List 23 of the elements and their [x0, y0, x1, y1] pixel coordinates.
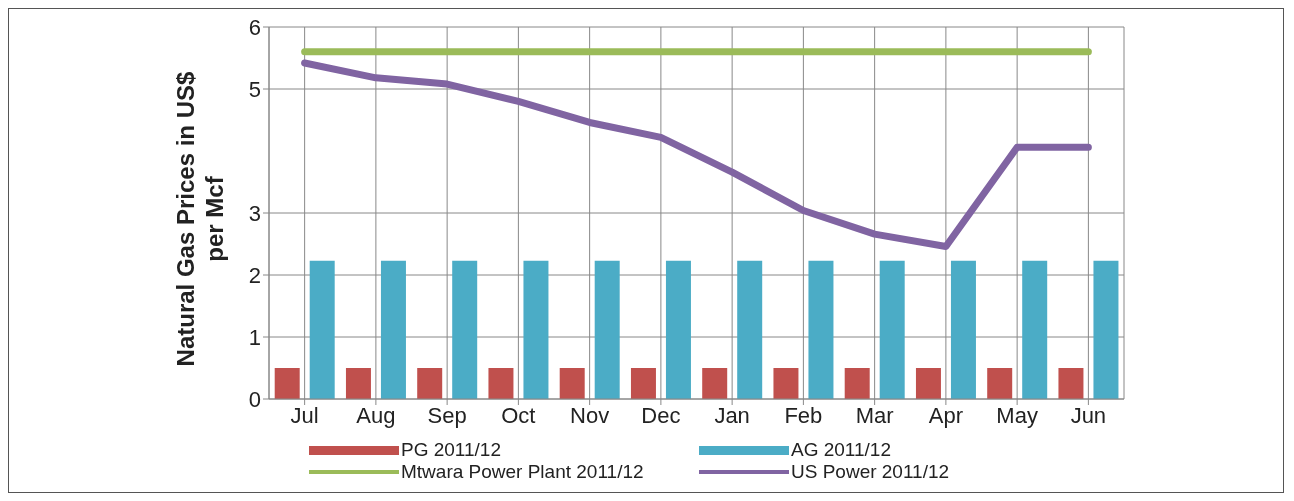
x-tick-label: Jun: [1070, 402, 1107, 428]
y-tick-label: 5: [248, 76, 261, 102]
y-tick-label: 2: [248, 262, 261, 288]
x-tick-label: Sep: [427, 402, 467, 428]
y-tick-label: 1: [248, 324, 261, 350]
x-tick-label: Jan: [714, 402, 750, 428]
x-tick-label: Apr: [928, 402, 963, 428]
legend-label: AG 2011/12: [791, 439, 892, 461]
legend-label: US Power 2011/12: [791, 461, 950, 483]
y-axis-title: Natural Gas Prices in US$ per Mcf: [171, 70, 229, 369]
legend-label: PG 2011/12: [401, 439, 502, 461]
x-tick-label: Mar: [855, 402, 894, 428]
x-tick-label: Aug: [356, 402, 396, 428]
x-tick-label: Feb: [784, 402, 823, 428]
legend-label: Mtwara Power Plant 2011/12: [401, 461, 644, 483]
y-tick-label: 3: [248, 200, 261, 226]
x-tick-label: Jul: [290, 402, 319, 428]
x-tick-label: Oct: [501, 402, 536, 428]
y-tick-label: 6: [248, 14, 261, 40]
x-tick-label: May: [996, 402, 1038, 428]
y-tick-label: 0: [248, 386, 261, 412]
x-tick-label: Dec: [641, 402, 681, 428]
x-tick-label: Nov: [570, 402, 610, 428]
